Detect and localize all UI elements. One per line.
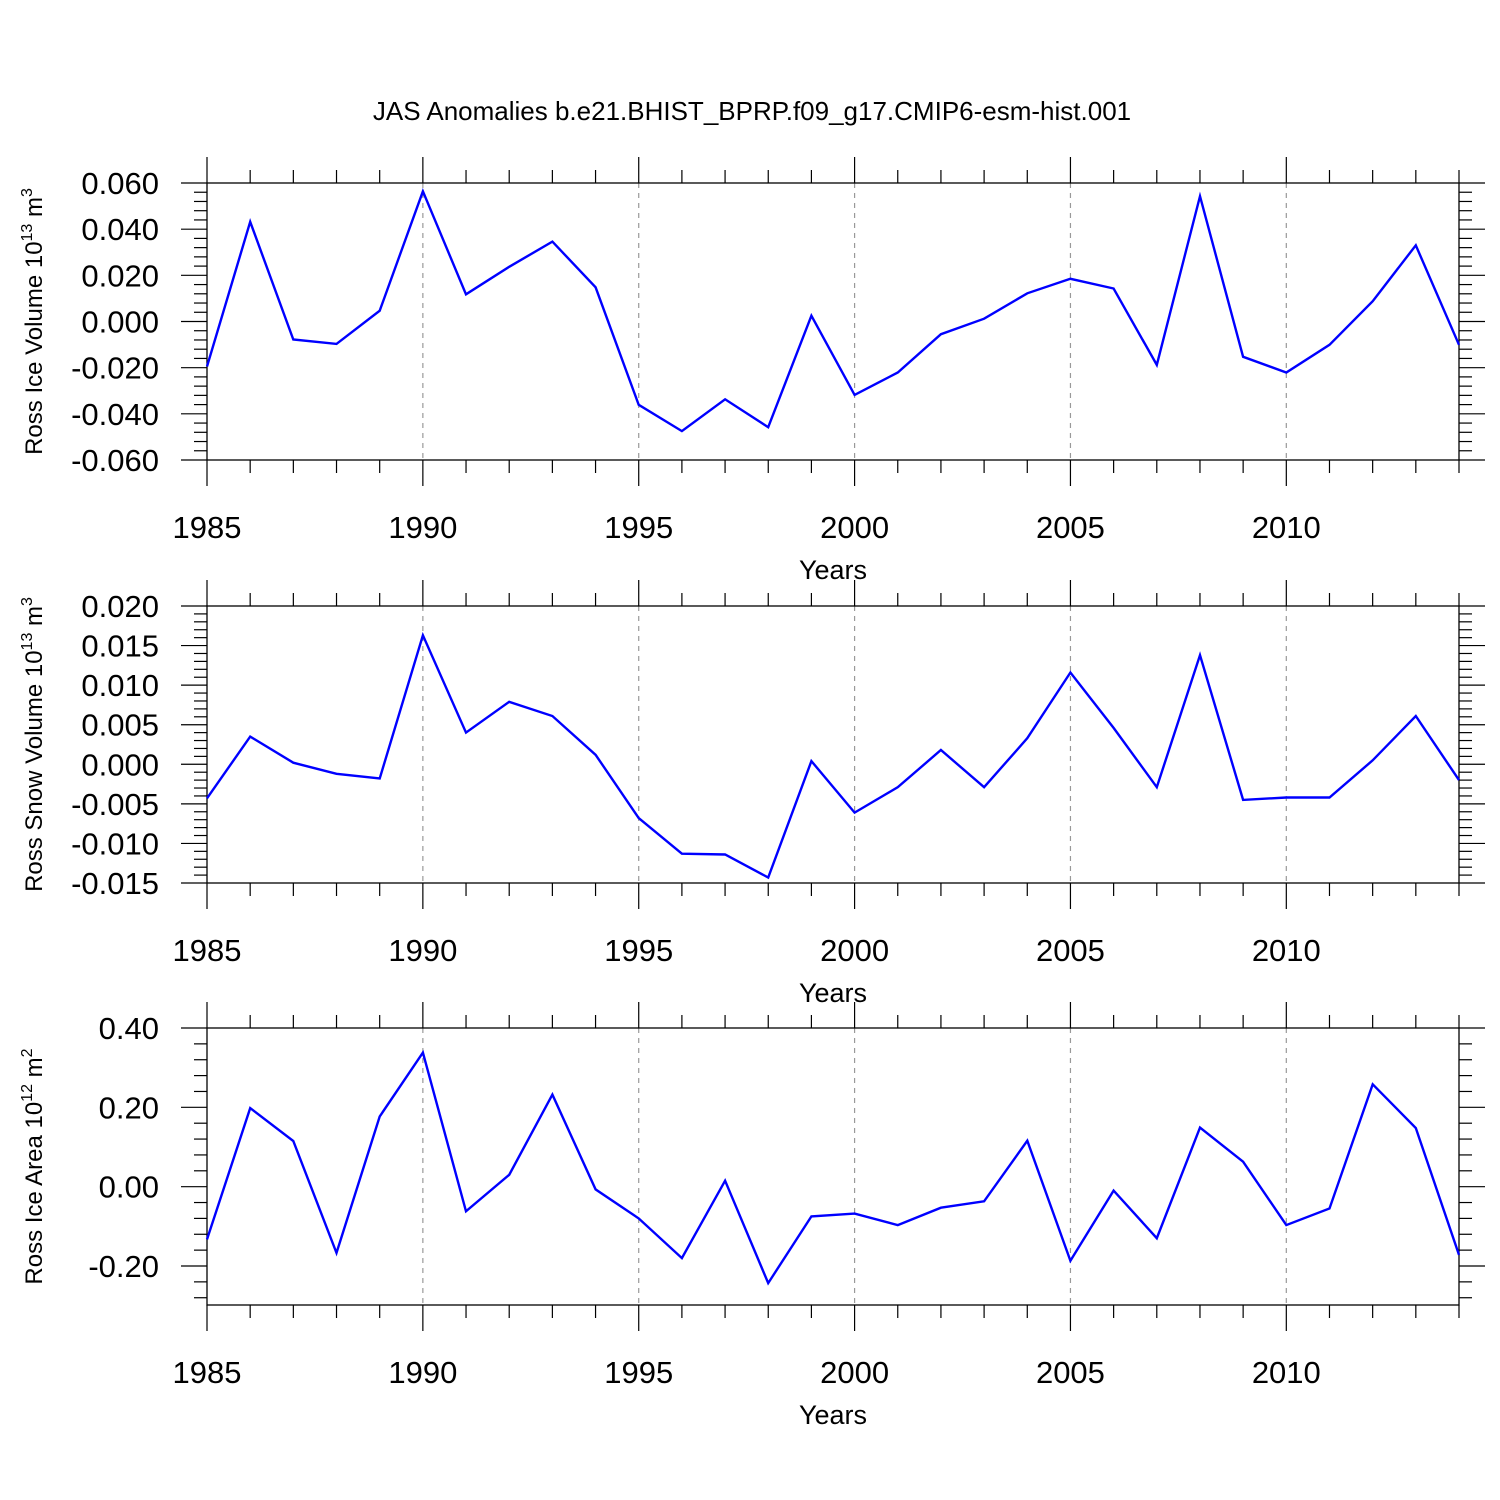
- y-tick-label: 0.060: [81, 166, 159, 201]
- y-tick-label: 0.010: [81, 668, 159, 703]
- chart-panels: -0.060 -0.040 -0.020 0.000 0.020 0.040 0.060 19…: [19, 157, 1485, 1430]
- y-tick-label: -0.015: [71, 866, 159, 901]
- x-tick-label: 2010: [1252, 510, 1321, 545]
- x-tick-label: 1995: [604, 933, 673, 968]
- x-tick-label: 1985: [173, 510, 242, 545]
- x-tick-label: 2000: [820, 933, 889, 968]
- x-tick-label: 1990: [388, 1355, 457, 1390]
- y-tick-label: 0.020: [81, 589, 159, 624]
- x-tick-label: 1995: [604, 1355, 673, 1390]
- y-tick-label: -0.040: [71, 397, 159, 432]
- x-tick-label: 2005: [1036, 510, 1105, 545]
- x-axis-label: Years: [799, 1400, 867, 1430]
- chart-panel-1: -0.060 -0.040 -0.020 0.000 0.020 0.040 0.060 19…: [19, 157, 1485, 585]
- y-axis-label: Ross Ice Volume 1013 m3: [19, 188, 48, 455]
- y-tick-label: -0.005: [71, 787, 159, 822]
- series-line: [205, 1049, 1461, 1286]
- x-tick-label: 2000: [820, 510, 889, 545]
- x-axis-label: Years: [799, 555, 867, 585]
- y-tick-label: 0.000: [81, 305, 159, 340]
- x-tick-label: 2005: [1036, 1355, 1105, 1390]
- plot-frame: [206, 182, 1460, 461]
- x-tick-label: 1985: [173, 933, 242, 968]
- x-tick-label: 2010: [1252, 1355, 1321, 1390]
- series-line: [205, 187, 1461, 433]
- y-axis-label: Ross Ice Area 1012 m2: [19, 1048, 48, 1284]
- y-tick-label: 0.40: [99, 1011, 159, 1046]
- plot-frame: [206, 605, 1460, 884]
- y-tick-label: 0.040: [81, 212, 159, 247]
- x-tick-label: 1995: [604, 510, 673, 545]
- chart-panel-3: -0.20 0.00 0.20 0.40 1985 1990 1995 2000 2005 201…: [19, 1002, 1485, 1430]
- y-tick-label: 0.015: [81, 629, 159, 664]
- x-tick-label: 2010: [1252, 933, 1321, 968]
- x-tick-label: 1985: [173, 1355, 242, 1390]
- x-tick-label: 2000: [820, 1355, 889, 1390]
- x-axis-label: Years: [799, 978, 867, 1008]
- figure-title: JAS Anomalies b.e21.BHIST_BPRP.f09_g17.C…: [373, 96, 1131, 126]
- y-tick-label: -0.20: [88, 1249, 159, 1284]
- series-line: [206, 631, 1460, 880]
- x-tick-label: 1990: [388, 933, 457, 968]
- x-tick-label: 1990: [388, 510, 457, 545]
- chart-panel-2: -0.015 -0.010 -0.005 0.000 0.005 0.010 0.015 0.…: [19, 580, 1485, 1008]
- y-tick-label: 0.020: [81, 258, 159, 293]
- y-tick-label: 0.20: [99, 1090, 159, 1125]
- y-tick-label: 0.005: [81, 708, 159, 743]
- y-axis-label: Ross Snow Volume 1013 m3: [19, 597, 48, 892]
- y-tick-label: -0.060: [71, 443, 159, 478]
- y-tick-label: -0.010: [71, 826, 159, 861]
- x-tick-label: 2005: [1036, 933, 1105, 968]
- y-tick-label: 0.00: [99, 1170, 159, 1205]
- y-tick-label: 0.000: [81, 747, 159, 782]
- plot-frame: [206, 1027, 1460, 1306]
- y-tick-label: -0.020: [71, 351, 159, 386]
